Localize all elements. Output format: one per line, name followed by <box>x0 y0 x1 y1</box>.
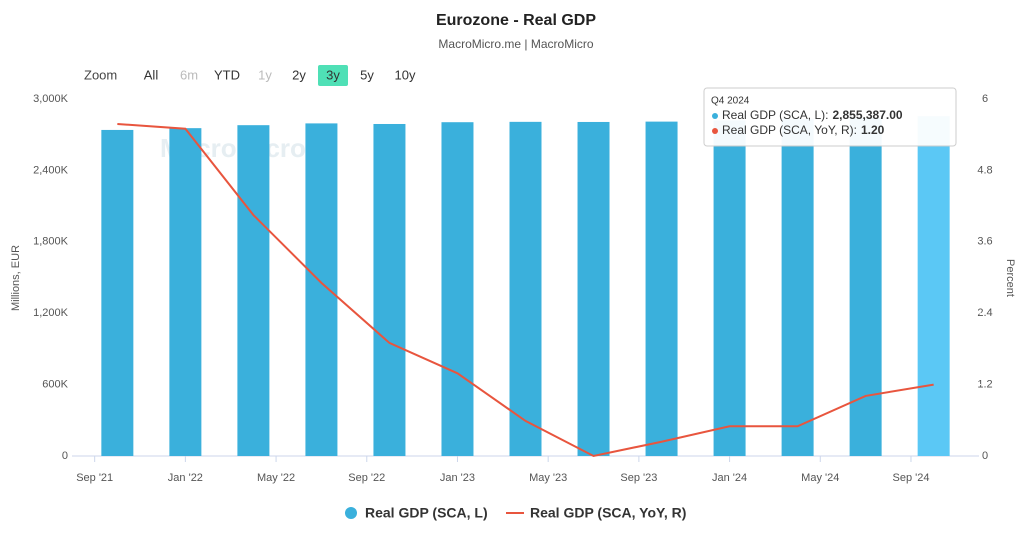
x-tick-label: Sep '23 <box>620 472 657 484</box>
tooltip-dot <box>712 128 718 134</box>
x-tick-label: May '23 <box>529 472 567 484</box>
bar <box>237 125 270 457</box>
zoom-button[interactable]: 2y <box>292 67 306 82</box>
x-tick-label: Jan '22 <box>168 472 203 484</box>
y2-tick-label: 2.4 <box>977 307 992 319</box>
y-axis-label: Millions, EUR <box>10 245 22 311</box>
y-tick-label: 600K <box>42 379 68 391</box>
legend-symbol <box>345 507 357 519</box>
bar <box>781 119 814 456</box>
zoom-button[interactable]: 6m <box>180 67 198 82</box>
bar <box>645 121 678 457</box>
tooltip-label: Real GDP (SCA, L): <box>722 108 828 122</box>
y2-tick-label: 4.8 <box>977 164 992 176</box>
tooltip-dot <box>712 113 718 119</box>
zoom-button[interactable]: 5y <box>360 67 374 82</box>
x-tick-label: Sep '24 <box>892 472 929 484</box>
bar <box>101 129 134 456</box>
x-tick-label: Jan '23 <box>440 472 475 484</box>
bar <box>917 116 950 456</box>
bar <box>577 121 610 456</box>
zoom-button[interactable]: 10y <box>395 67 416 82</box>
y-tick-label: 1,200K <box>33 307 69 319</box>
x-tick-label: May '24 <box>801 472 839 484</box>
y-tick-label: 3,000K <box>33 93 69 105</box>
x-tick-label: Sep '22 <box>348 472 385 484</box>
y-tick-label: 1,800K <box>33 236 69 248</box>
zoom-button[interactable]: YTD <box>214 67 240 82</box>
bar <box>373 123 406 457</box>
bar <box>441 122 474 456</box>
zoom-button[interactable]: 1y <box>258 67 272 82</box>
bar <box>169 128 202 456</box>
chart-title: Eurozone - Real GDP <box>436 12 596 29</box>
y2-tick-label: 1.2 <box>977 379 992 391</box>
chart-subtitle: MacroMicro.me | MacroMicro <box>438 37 593 51</box>
legend-label[interactable]: Real GDP (SCA, YoY, R) <box>530 505 686 521</box>
tooltip-label: Real GDP (SCA, YoY, R): <box>722 123 857 137</box>
y-tick-label: 0 <box>62 450 68 462</box>
bar <box>713 120 746 457</box>
x-tick-label: Sep '21 <box>76 472 113 484</box>
line <box>117 122 934 458</box>
y2-tick-label: 3.6 <box>977 236 992 248</box>
bar <box>509 121 542 457</box>
bar <box>305 123 338 457</box>
y2-axis-label: Percent <box>1004 259 1016 297</box>
legend-label[interactable]: Real GDP (SCA, L) <box>365 505 488 521</box>
y-tick-label: 2,400K <box>33 164 69 176</box>
x-tick-label: Jan '24 <box>712 472 747 484</box>
zoom-button-bg <box>318 65 348 86</box>
zoom-button[interactable]: 3y <box>326 67 340 82</box>
tooltip-title: Q4 2024 <box>711 96 750 107</box>
zoom-label: Zoom <box>84 67 117 82</box>
bar <box>849 118 882 456</box>
y2-tick-label: 6 <box>982 93 988 105</box>
zoom-button[interactable]: All <box>144 67 159 82</box>
tooltip-box <box>703 87 957 147</box>
tooltip-value: 2,855,387.00 <box>832 108 902 122</box>
tooltip-value: 1.20 <box>861 123 885 137</box>
x-tick-label: May '22 <box>257 472 295 484</box>
y2-tick-label: 0 <box>982 450 988 462</box>
